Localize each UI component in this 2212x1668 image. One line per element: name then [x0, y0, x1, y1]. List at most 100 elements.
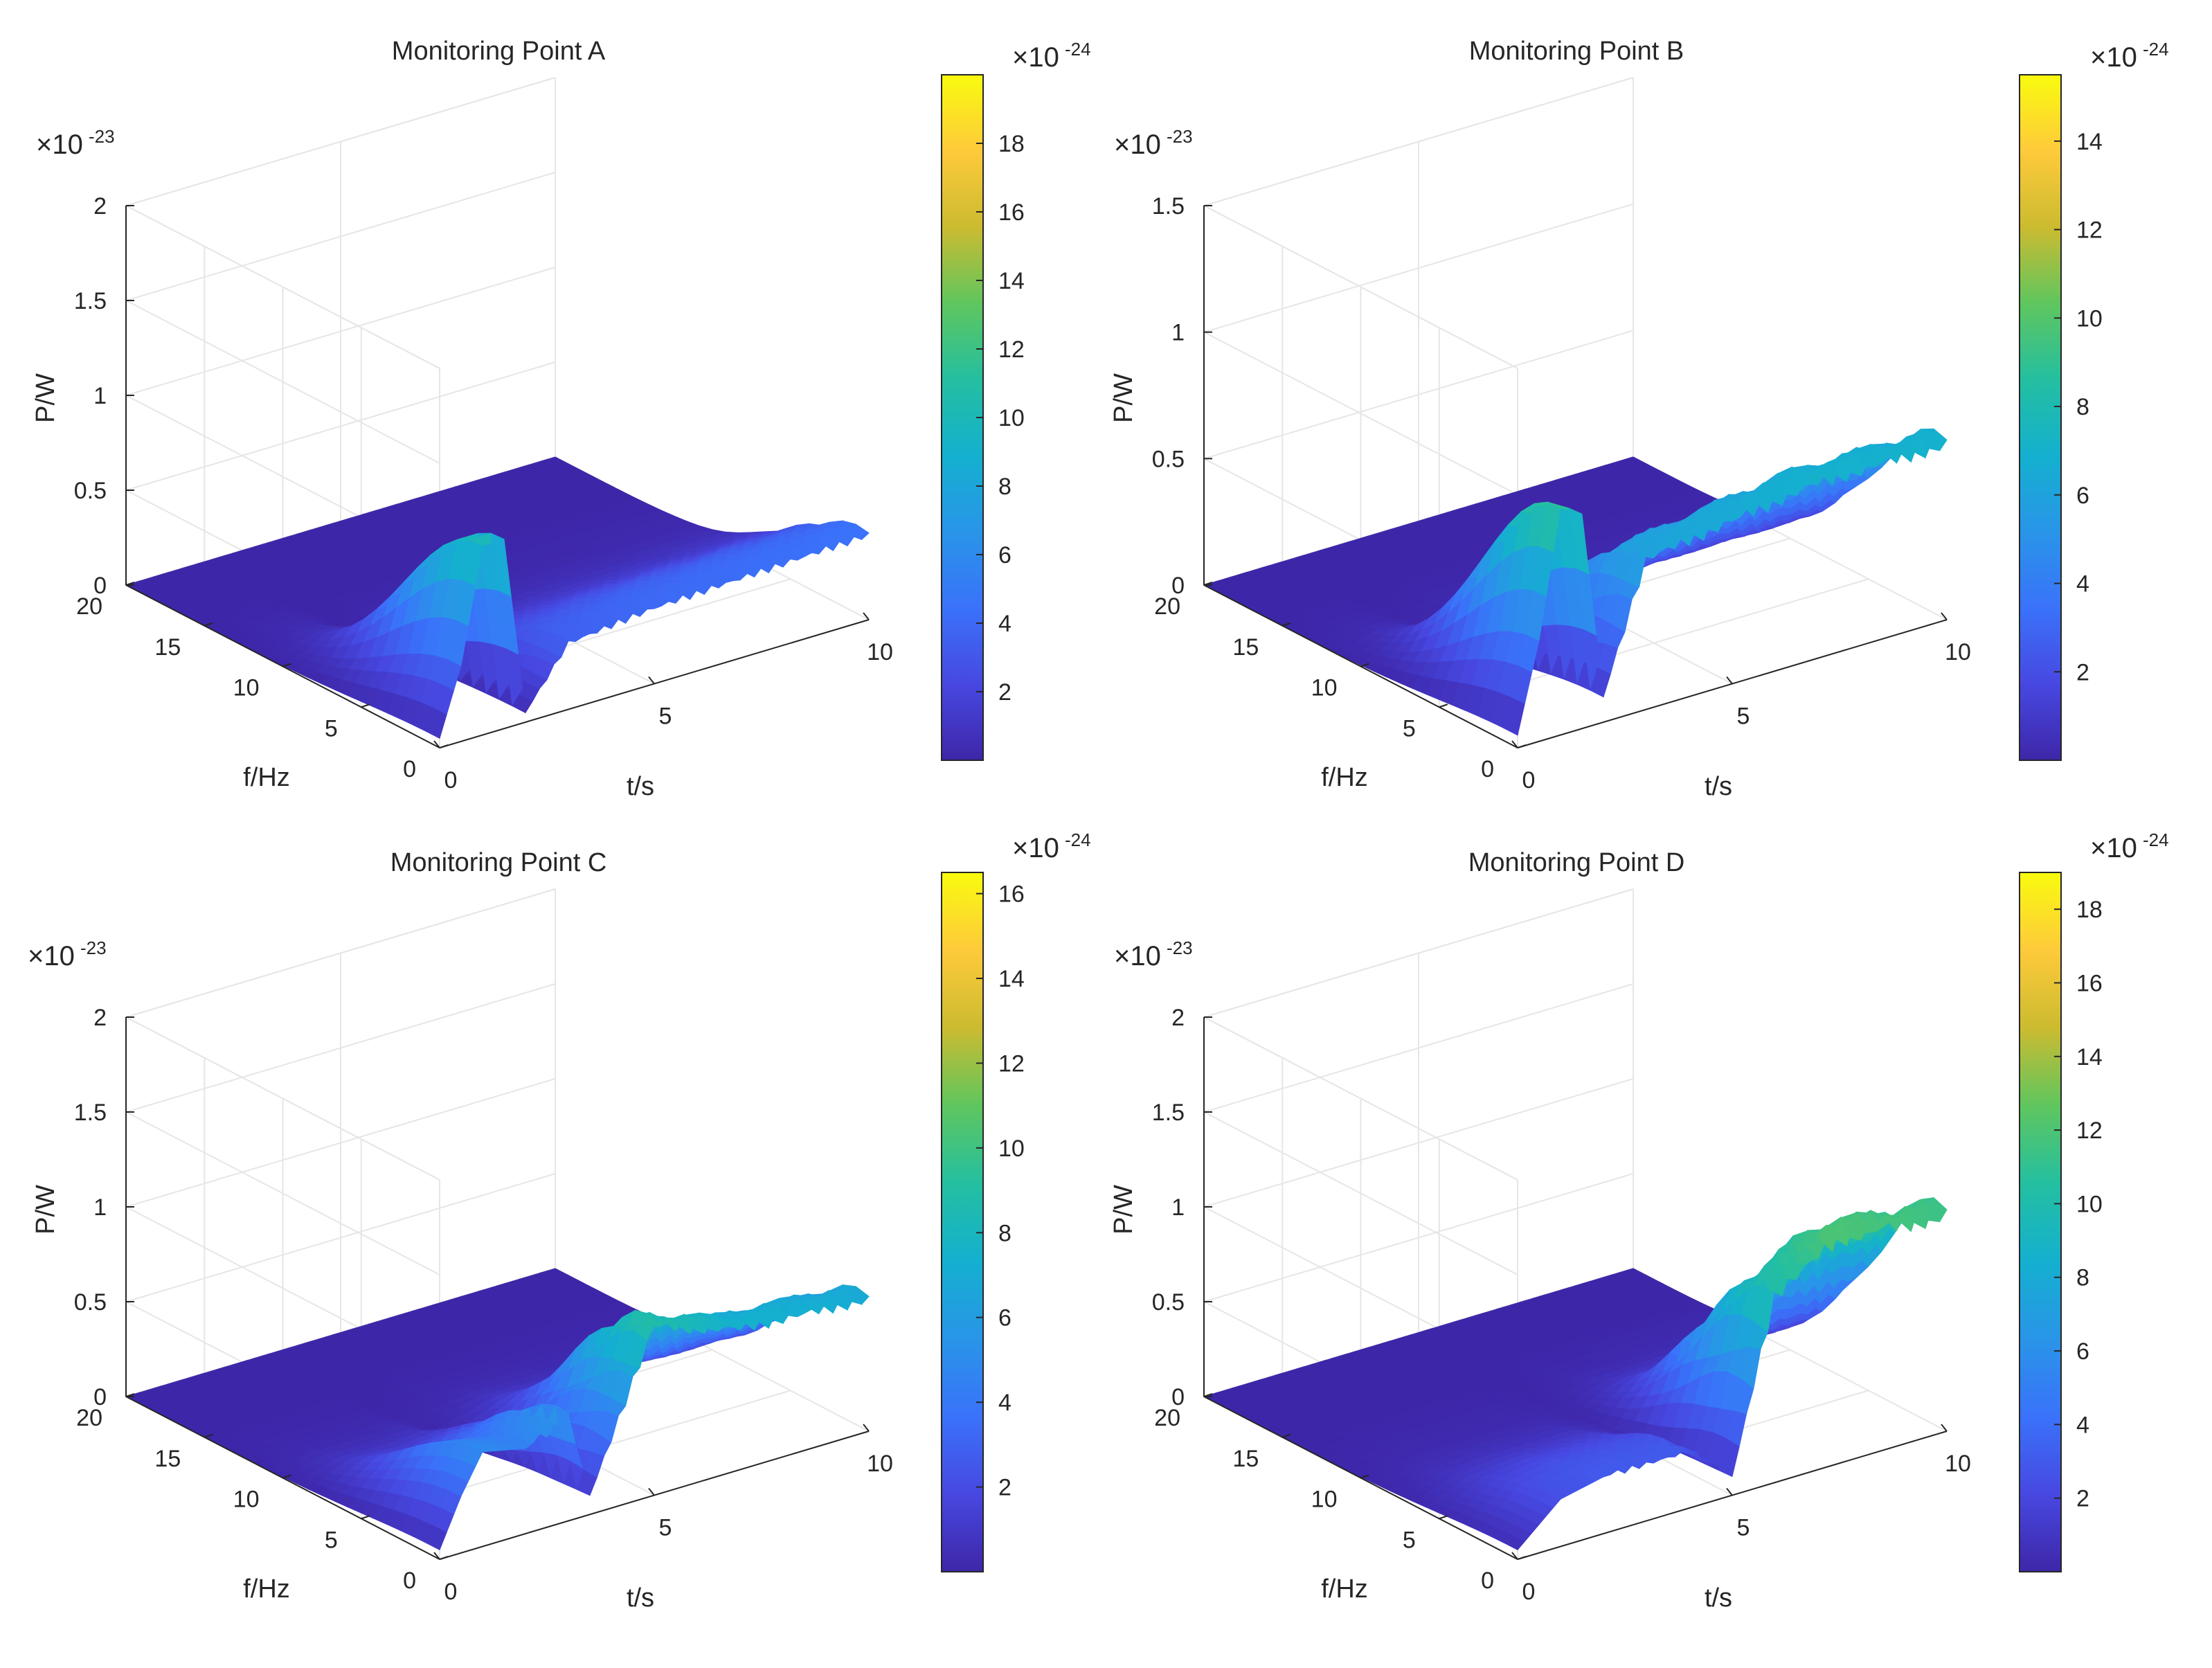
- colorbar-tick-label: 12: [998, 337, 1025, 363]
- colorbar-tick-label: 12: [998, 1050, 1025, 1077]
- box-edge: [125, 77, 556, 206]
- panel-monitoring-point-a: Monitoring Point A 00.511.52051005101520…: [31, 37, 1091, 801]
- colorbar-tick-label: 10: [998, 405, 1025, 431]
- t-tick-label: 10: [867, 639, 893, 665]
- f-tick-label: 20: [1154, 593, 1180, 620]
- z-exponent-base: ×10: [36, 129, 83, 160]
- z-tick-label: 1.5: [74, 1100, 107, 1126]
- colorbar-exponent-power: -24: [2143, 39, 2169, 60]
- colorbar-tick-label: 16: [998, 881, 1025, 908]
- colorbar-tick-label: 14: [2076, 129, 2103, 155]
- f-tick-label: 15: [1232, 634, 1259, 661]
- colorbar-tick-label: 16: [998, 199, 1025, 226]
- colorbar-tick-label: 10: [998, 1136, 1025, 1162]
- colorbar-tick-label: 6: [2076, 483, 2089, 509]
- colorbar-tick-label: 2: [2076, 659, 2089, 685]
- colorbar-tick-label: 6: [998, 1305, 1011, 1331]
- f-tick-label: 10: [1311, 675, 1338, 701]
- f-tick-label: 5: [325, 715, 338, 742]
- f-tick-label: 0: [403, 1568, 416, 1594]
- panel-title: Monitoring Point D: [1468, 848, 1685, 877]
- f-tick-label: 5: [325, 1527, 338, 1553]
- colorbar: 2 4 6 8 10 12 14 16 18: [941, 74, 1025, 761]
- colorbar-tick-label: 8: [998, 474, 1011, 500]
- t-tick-label: 0: [444, 767, 458, 793]
- z-tick-label: 1.5: [74, 288, 107, 314]
- axes-3d: 00.511.52051005101520t/sf/HzP/W246810121…: [1109, 872, 2103, 1613]
- panel-title: Monitoring Point C: [390, 848, 607, 877]
- colorbar-exponent-base: ×10: [1012, 833, 1059, 863]
- f-tick-label: 10: [233, 675, 260, 701]
- z-tick-label: 1: [93, 383, 107, 409]
- colorbar-tick-label: 18: [998, 131, 1025, 157]
- colorbar-tick-label: 2: [998, 679, 1011, 706]
- y-axis-label: f/Hz: [243, 763, 290, 792]
- axes-3d: 00.511.52051005101520t/sf/HzP/W246810121…: [31, 74, 1025, 801]
- t-tick-label: 5: [659, 1515, 672, 1541]
- surface: [125, 456, 870, 739]
- z-tick-label: 1: [93, 1194, 107, 1221]
- colorbar-exponent-power: -24: [1065, 829, 1091, 850]
- panel-monitoring-point-c: Monitoring Point C 00.511.52051005101520…: [28, 829, 1091, 1613]
- z-tick-label: 1: [1171, 320, 1185, 346]
- z-axis-label: P/W: [31, 1185, 60, 1235]
- colorbar-tick-label: 8: [2076, 394, 2089, 420]
- z-exponent-power: -23: [89, 126, 115, 147]
- colorbar-tick-label: 2: [998, 1475, 1011, 1501]
- z-exponent-base: ×10: [1114, 129, 1161, 160]
- t-tick-label: 5: [659, 703, 672, 730]
- colorbar-bar: [941, 872, 984, 1572]
- z-axis-label: P/W: [1109, 373, 1138, 423]
- f-tick-label: 15: [154, 1446, 181, 1472]
- z-exponent-base: ×10: [28, 941, 75, 971]
- z-exponent-power: -23: [1167, 126, 1193, 147]
- colorbar-tick-label: 14: [998, 966, 1025, 992]
- panel-monitoring-point-d: Monitoring Point D 00.511.52051005101520…: [1109, 829, 2169, 1613]
- z-tick-label: 1.5: [1152, 193, 1185, 219]
- t-tick-label: 5: [1737, 703, 1750, 730]
- f-tick-label: 20: [76, 593, 102, 620]
- colorbar-tick-label: 4: [2076, 571, 2089, 598]
- z-tick-label: 0.5: [74, 478, 107, 504]
- z-axis-label: P/W: [31, 373, 60, 423]
- f-tick-label: 0: [403, 756, 416, 782]
- colorbar-tick-label: 8: [998, 1220, 1011, 1246]
- f-tick-label: 0: [1481, 756, 1494, 782]
- f-tick-label: 20: [76, 1405, 102, 1431]
- z-exponent-power: -23: [80, 938, 107, 958]
- panel-monitoring-point-b: Monitoring Point B 00.511.5051005101520t…: [1109, 37, 2169, 801]
- colorbar-exponent-base: ×10: [2090, 42, 2137, 73]
- colorbar: 2 4 6 8 10 12 14: [2019, 74, 2103, 761]
- colorbar-tick-label: 4: [998, 1390, 1011, 1416]
- t-tick-label: 10: [1945, 639, 1971, 665]
- colorbar-tick-label: 12: [2076, 217, 2103, 244]
- z-tick-label: 0.5: [74, 1289, 107, 1316]
- colorbar-tick-label: 10: [2076, 305, 2103, 332]
- colorbar-exponent-base: ×10: [1012, 42, 1059, 73]
- f-tick-label: 15: [154, 634, 181, 661]
- colorbar-tick-label: 6: [998, 542, 1011, 568]
- colorbar-exponent-power: -24: [1065, 39, 1091, 60]
- axes-3d: 00.511.52051005101520t/sf/HzP/W246810121…: [31, 872, 1025, 1613]
- z-tick-label: 2: [93, 1005, 107, 1031]
- z-tick-label: 0.5: [1152, 446, 1185, 472]
- colorbar: 2 4 6 8 10 12 14 16: [941, 872, 1025, 1572]
- axes-walls: [124, 888, 870, 1561]
- colorbar-tick-label: 14: [998, 268, 1025, 294]
- colorbar-bar: [2019, 74, 2062, 761]
- panel-title: Monitoring Point B: [1469, 37, 1684, 66]
- x-axis-label: t/s: [627, 1584, 654, 1613]
- f-tick-label: 5: [1403, 715, 1416, 742]
- colorbar-tick-label: 4: [998, 611, 1011, 637]
- x-axis-label: t/s: [627, 772, 654, 801]
- y-axis-label: f/Hz: [243, 1575, 290, 1604]
- f-tick-label: 10: [233, 1487, 260, 1513]
- y-axis-label: f/Hz: [1321, 763, 1368, 792]
- t-tick-label: 10: [867, 1451, 893, 1477]
- box-edge: [125, 205, 440, 369]
- x-axis-label: t/s: [1705, 772, 1732, 801]
- t-tick-label: 0: [444, 1579, 458, 1605]
- panel-title: Monitoring Point A: [392, 37, 606, 66]
